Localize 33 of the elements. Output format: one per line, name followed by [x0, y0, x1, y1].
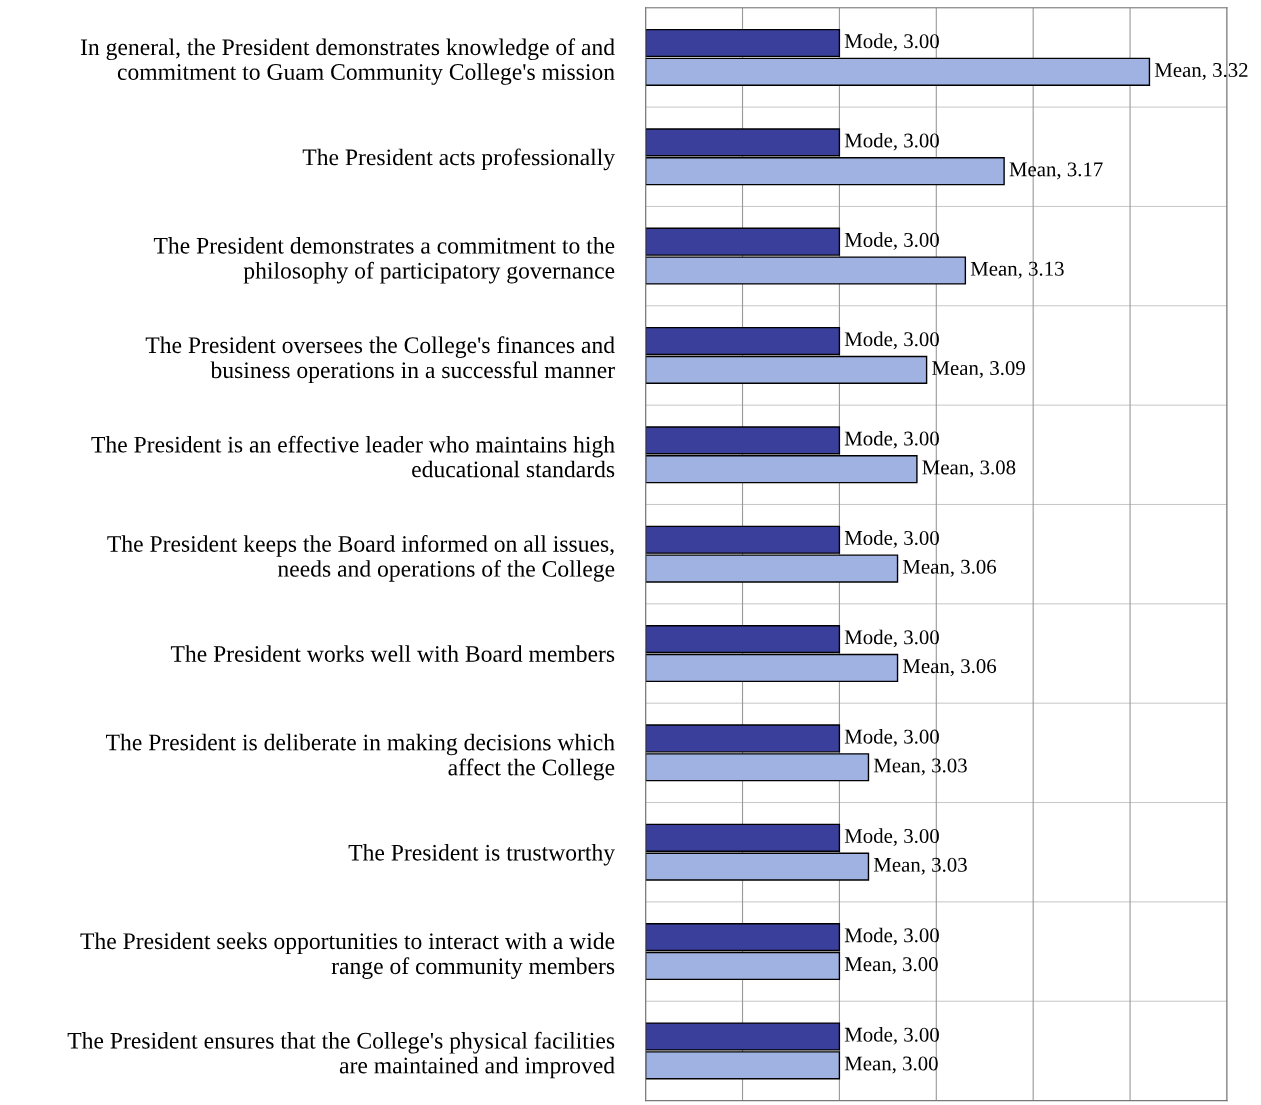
data-label: Mode, 3.00: [844, 530, 939, 548]
y-tick-label: The President acts professionally: [302, 148, 615, 171]
data-label: Mean, 3.06: [902, 559, 997, 577]
data-label: Mean, 3.32: [1154, 63, 1248, 81]
data-label: Mean, 3.03: [873, 857, 967, 875]
y-tick-label: The President demonstrates a commitment to the philosophy of participatory governance: [153, 237, 615, 284]
y-tick-label: In general, the President demonstrates knowledge of and commitment to Guam Community College's mission: [80, 38, 615, 85]
data-label: Mode, 3.00: [844, 729, 939, 747]
data-label: Mode, 3.00: [844, 629, 939, 648]
data-label: Mode, 3.00: [844, 132, 939, 151]
data-label: Mode, 3.00: [844, 927, 939, 946]
data-label: Mean, 3.17: [1009, 162, 1103, 180]
data-label: Mode, 3.00: [844, 1027, 939, 1045]
y-tick-label: The President is deliberate in making decisions which affect the College: [106, 733, 615, 781]
data-label: Mean, 3.13: [970, 261, 1064, 279]
data-label: Mode, 3.00: [844, 430, 939, 449]
data-label: Mode, 3.00: [844, 828, 939, 847]
data-label: Mean, 3.08: [922, 460, 1016, 478]
y-tick-label: The President oversees the College's finances and business operations in a successful manner: [145, 336, 615, 383]
y-tick-label: The President is an effective leader who maintains high educational standards: [91, 435, 615, 478]
y-tick-label: The President is trustworthy: [348, 844, 615, 866]
data-label: Mode, 3.00: [844, 33, 939, 52]
data-label: Mean, 3.06: [902, 659, 997, 677]
data-label: Mode, 3.00: [844, 232, 939, 250]
y-tick-label: The President works well with Board members: [170, 645, 615, 662]
data-label: Mode, 3.00: [844, 331, 939, 350]
y-tick-label: The President ensures that the College's physical facilities are maintained and improved: [67, 1031, 615, 1079]
data-label: Mean, 3.09: [932, 361, 1025, 379]
y-tick-label: The President seeks opportunities to interact with a wide range of community members: [80, 932, 615, 979]
data-label: Mean, 3.00: [844, 1056, 938, 1074]
data-label: Mean, 3.03: [873, 758, 967, 776]
y-tick-label: The President keeps the Board informed on all issues, needs and operations of the College: [107, 535, 615, 582]
data-label: Mean, 3.00: [844, 957, 938, 975]
